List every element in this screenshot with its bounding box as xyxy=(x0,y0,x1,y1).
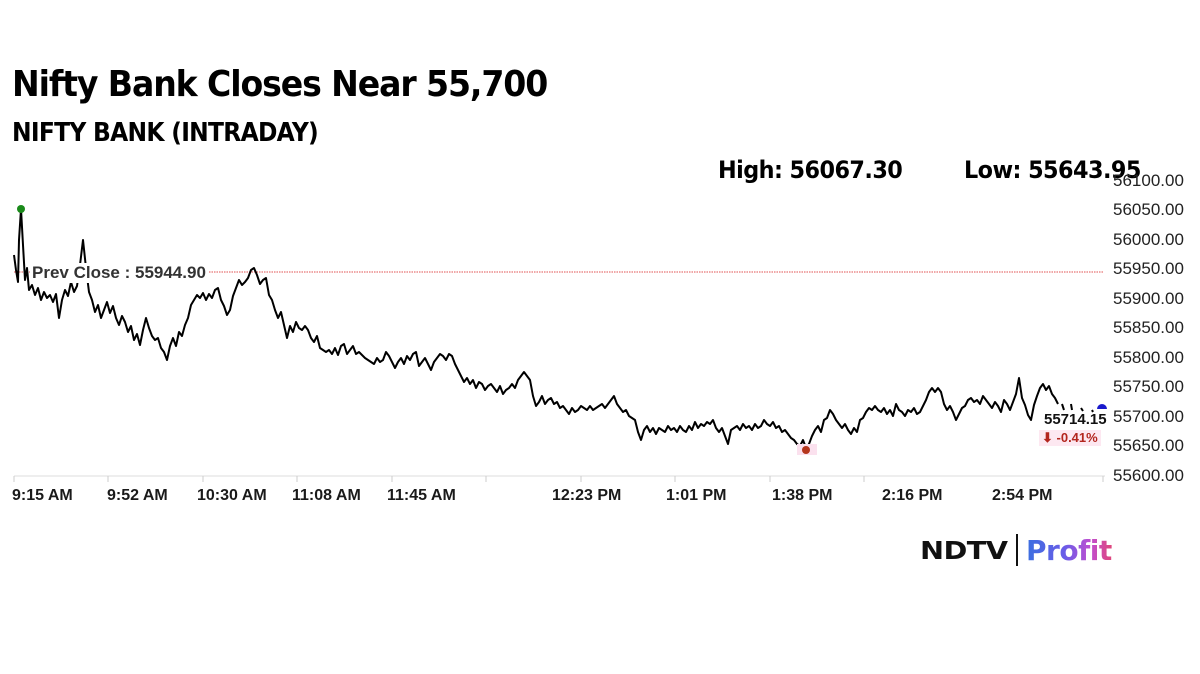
y-tick-label: 55900.00 xyxy=(1113,289,1184,308)
y-tick-label: 55700.00 xyxy=(1113,407,1184,426)
ndtv-wordmark: NDTV xyxy=(920,535,1008,565)
high-value: High: 56067.30 xyxy=(718,156,903,184)
chart-subtitle: NIFTY BANK (INTRADAY) xyxy=(12,118,319,148)
last-price-marker xyxy=(1097,404,1107,409)
y-tick-label: 56000.00 xyxy=(1113,230,1184,249)
x-tick-label: 11:45 AM xyxy=(387,487,456,504)
y-tick-label: 56050.00 xyxy=(1113,200,1184,219)
high-marker xyxy=(17,205,25,213)
low-value: Low: 55643.95 xyxy=(964,156,1141,184)
price-line-tail xyxy=(1061,403,1094,413)
x-tick-label: 10:30 AM xyxy=(197,487,267,504)
y-tick-label: 55600.00 xyxy=(1113,466,1184,485)
x-tick-label: 9:15 AM xyxy=(12,487,73,504)
logo-separator xyxy=(1016,534,1018,566)
last-price-label: 55714.15 xyxy=(1044,411,1107,428)
x-tick-label: 11:08 AM xyxy=(292,487,361,504)
x-axis-ticks xyxy=(13,476,1104,482)
x-tick-label: 1:01 PM xyxy=(666,487,727,504)
chart-title: Nifty Bank Closes Near 55,700 xyxy=(12,64,548,105)
profit-wordmark: Profit xyxy=(1026,533,1112,567)
prev-close-label: Prev Close : 55944.90 xyxy=(30,263,208,283)
y-tick-label: 55800.00 xyxy=(1113,348,1184,367)
y-tick-label: 55850.00 xyxy=(1113,318,1184,337)
y-tick-label: 55650.00 xyxy=(1113,436,1184,455)
price-line xyxy=(13,208,1059,449)
change-badge: ⬇ -0.41% xyxy=(1039,430,1101,446)
y-tick-label: 56100.00 xyxy=(1113,171,1184,190)
x-tick-label: 9:52 AM xyxy=(107,487,168,504)
low-marker xyxy=(802,446,810,454)
x-tick-label: 1:38 PM xyxy=(772,487,833,504)
x-tick-label: 2:54 PM xyxy=(992,487,1053,504)
y-tick-label: 55950.00 xyxy=(1113,259,1184,278)
ndtv-profit-logo: NDTV Profit xyxy=(920,532,1112,568)
x-tick-label: 12:23 PM xyxy=(552,487,622,504)
x-tick-label: 2:16 PM xyxy=(882,487,943,504)
y-tick-label: 55750.00 xyxy=(1113,377,1184,396)
